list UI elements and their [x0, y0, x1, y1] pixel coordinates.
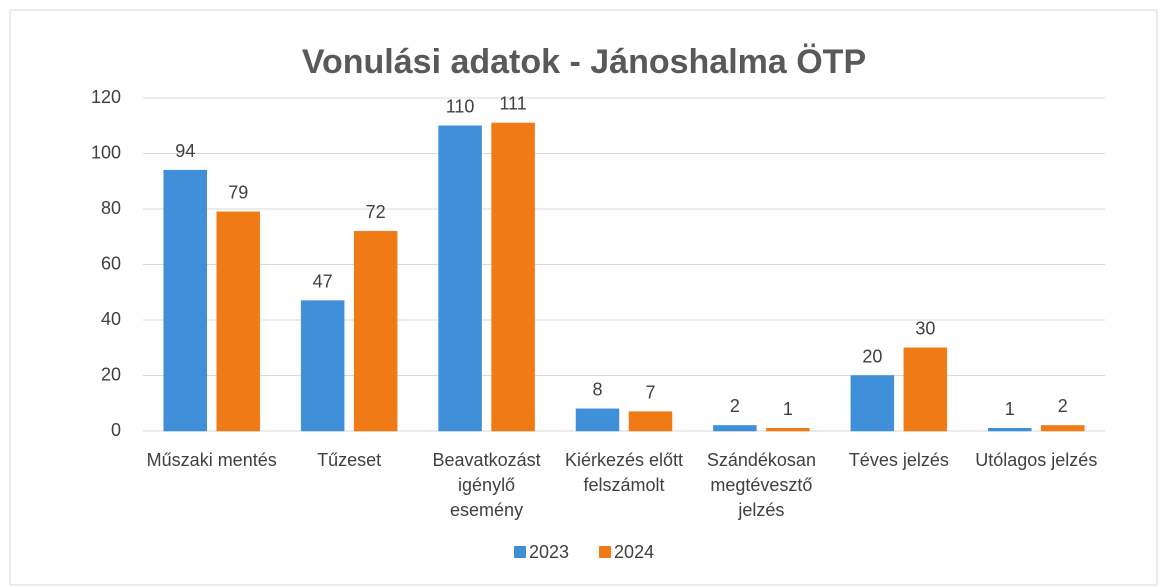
bar	[353, 230, 398, 432]
x-tick-label: Műszaki mentés	[146, 450, 277, 470]
legend-swatch	[599, 546, 612, 558]
bar	[438, 125, 482, 432]
x-tick-label: Beavatkozást igénylő esemény	[432, 450, 541, 520]
x-tick-label: Téves jelzés	[848, 450, 949, 470]
bar	[628, 411, 673, 432]
y-tick-label: 40	[101, 309, 121, 329]
bar	[575, 408, 620, 432]
bar	[850, 375, 895, 432]
bar	[713, 425, 757, 432]
x-tick-label: Kiérkezés előtt felszámolt	[564, 450, 684, 495]
y-tick-label: 120	[91, 87, 121, 107]
y-tick-label: 100	[91, 142, 121, 162]
data-label: 94	[175, 141, 195, 161]
y-tick-label: 20	[101, 364, 121, 384]
data-label: 79	[228, 183, 248, 203]
data-label: 30	[915, 319, 935, 339]
chart-title: Vonulási adatok - Jánoshalma ÖTP	[302, 43, 866, 81]
data-label: 1	[1005, 399, 1015, 419]
data-label: 72	[366, 202, 386, 222]
bar	[1041, 425, 1085, 432]
data-label: 1	[783, 399, 793, 419]
data-label: 2	[1058, 396, 1068, 416]
data-label: 110	[446, 97, 475, 117]
data-label: 7	[645, 382, 655, 402]
legend-label: 2024	[614, 542, 654, 562]
bar	[988, 427, 1032, 432]
x-tick-label: Tűzeset	[317, 450, 382, 470]
bar	[491, 122, 535, 432]
data-label: 2	[730, 396, 740, 416]
bar	[216, 211, 260, 432]
legend-label: 2023	[529, 542, 569, 562]
bar	[766, 427, 810, 432]
y-tick-label: 0	[111, 420, 121, 440]
x-tick-label: Szándékosan megtévesztő jelzés	[706, 450, 816, 520]
data-label: 8	[592, 380, 602, 400]
bar	[163, 169, 207, 432]
bar	[300, 300, 345, 432]
data-label: 20	[862, 346, 882, 366]
legend-swatch	[514, 546, 526, 558]
bar	[903, 347, 948, 432]
y-tick-label: 60	[101, 253, 121, 273]
data-label: 111	[499, 94, 526, 114]
y-tick-label: 80	[101, 198, 121, 218]
data-label: 47	[313, 271, 333, 291]
x-tick-label: Utólagos jelzés	[975, 450, 1098, 470]
